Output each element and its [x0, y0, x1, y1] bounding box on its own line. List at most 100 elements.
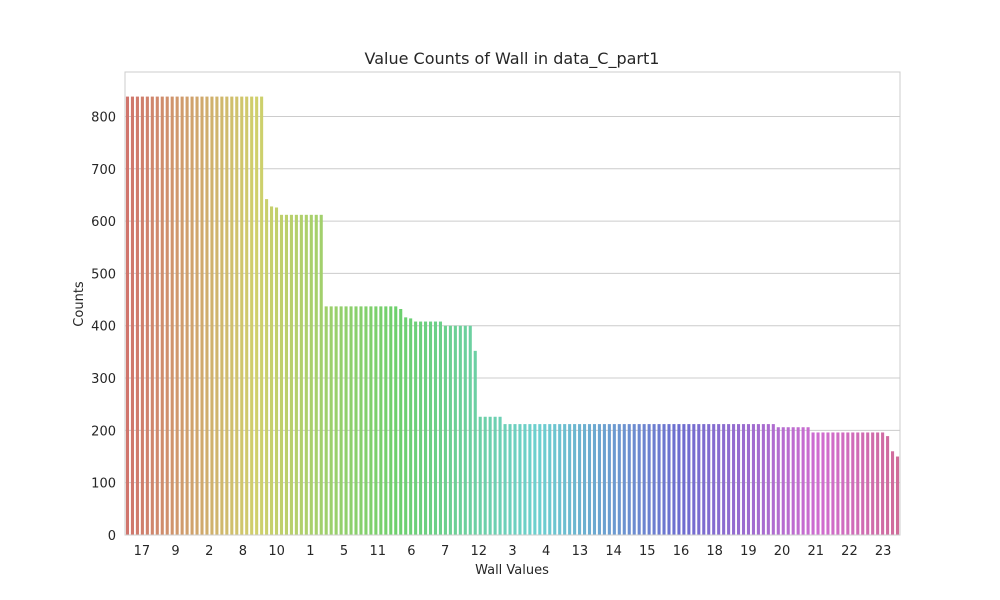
bar: [294, 214, 298, 535]
bar: [255, 96, 259, 535]
bar: [160, 96, 164, 535]
bar: [279, 214, 284, 535]
bar: [612, 424, 616, 535]
bar: [414, 321, 418, 535]
y-tick-label: 500: [91, 267, 116, 282]
x-tick-label: 3: [508, 544, 516, 559]
bar: [866, 432, 870, 535]
bar: [886, 436, 890, 535]
bar: [702, 424, 706, 535]
bar: [652, 424, 656, 535]
bar: [578, 424, 582, 535]
bars: [125, 96, 900, 535]
bar: [583, 424, 587, 535]
y-tick-label: 700: [91, 163, 116, 178]
bar: [523, 424, 527, 535]
bar: [364, 306, 368, 535]
y-tick-label: 0: [108, 529, 116, 544]
bar: [692, 424, 696, 535]
x-tick-label: 6: [407, 544, 415, 559]
bar: [215, 96, 219, 535]
y-tick-label: 200: [91, 424, 116, 439]
bar: [284, 214, 288, 535]
x-tick-label: 8: [239, 544, 247, 559]
bar: [354, 306, 358, 535]
bar: [339, 306, 343, 535]
x-tick-label: 4: [542, 544, 550, 559]
bar: [558, 424, 562, 535]
bar: [563, 424, 567, 535]
bar: [647, 424, 651, 535]
bar: [135, 96, 139, 535]
bar: [334, 306, 338, 535]
y-tick-label: 100: [91, 477, 116, 492]
bar: [359, 306, 363, 535]
bar: [468, 325, 472, 535]
bar: [637, 424, 641, 535]
bar: [836, 432, 840, 535]
x-tick-label: 17: [134, 544, 151, 559]
bar: [751, 424, 755, 535]
bar: [185, 96, 189, 535]
bar: [881, 432, 885, 535]
bar: [195, 96, 199, 535]
bar: [677, 424, 681, 535]
bar: [270, 206, 274, 535]
bar: [528, 424, 532, 535]
bar: [568, 424, 572, 535]
y-tick-label: 300: [91, 372, 116, 387]
bar: [776, 427, 780, 535]
bar: [597, 424, 601, 535]
bar: [861, 432, 865, 535]
bar: [746, 424, 751, 535]
bar: [876, 432, 880, 535]
bar: [319, 214, 323, 535]
bar: [642, 424, 646, 535]
bar: [712, 424, 716, 535]
bar: [394, 306, 398, 535]
bar: [543, 424, 547, 535]
bar: [458, 325, 462, 535]
bar: [697, 424, 701, 535]
bar: [508, 424, 512, 535]
bar: [617, 424, 621, 535]
bar: [533, 424, 537, 535]
bar: [717, 424, 721, 535]
y-tick-label: 400: [91, 320, 116, 335]
bar: [592, 424, 597, 535]
bar: [766, 424, 770, 535]
bar: [493, 416, 497, 535]
bar: [230, 96, 234, 535]
x-tick-label: 23: [875, 544, 892, 559]
bar: [811, 432, 815, 535]
x-tick-label: 19: [740, 544, 757, 559]
x-tick-label: 9: [171, 544, 179, 559]
bar: [245, 96, 249, 535]
x-tick-label: 13: [572, 544, 589, 559]
bar: [667, 424, 671, 535]
bar: [220, 96, 224, 535]
bar: [448, 325, 452, 535]
bar: [831, 432, 835, 535]
bar: [453, 325, 457, 535]
x-axis-label: Wall Values: [475, 563, 549, 578]
bar: [314, 214, 318, 535]
x-axis-ticks: 17 9 2 8 10 1 5 11 6 7 12 3 4 13 14 15 16 18 19 20 21 22 23: [134, 544, 892, 559]
bar: [801, 427, 805, 535]
bar: [622, 424, 626, 535]
bar: [687, 424, 691, 535]
bar: [553, 424, 557, 535]
bar: [399, 308, 403, 535]
bar: [871, 432, 875, 535]
bar: [473, 350, 477, 535]
bar: [483, 416, 487, 535]
bar: [433, 321, 438, 535]
bar: [816, 432, 820, 535]
bar: [260, 96, 264, 535]
y-axis-label: Counts: [72, 281, 87, 327]
bar: [438, 321, 442, 535]
bar: [379, 306, 383, 535]
gridlines: [125, 115, 900, 536]
bar: [781, 427, 785, 535]
